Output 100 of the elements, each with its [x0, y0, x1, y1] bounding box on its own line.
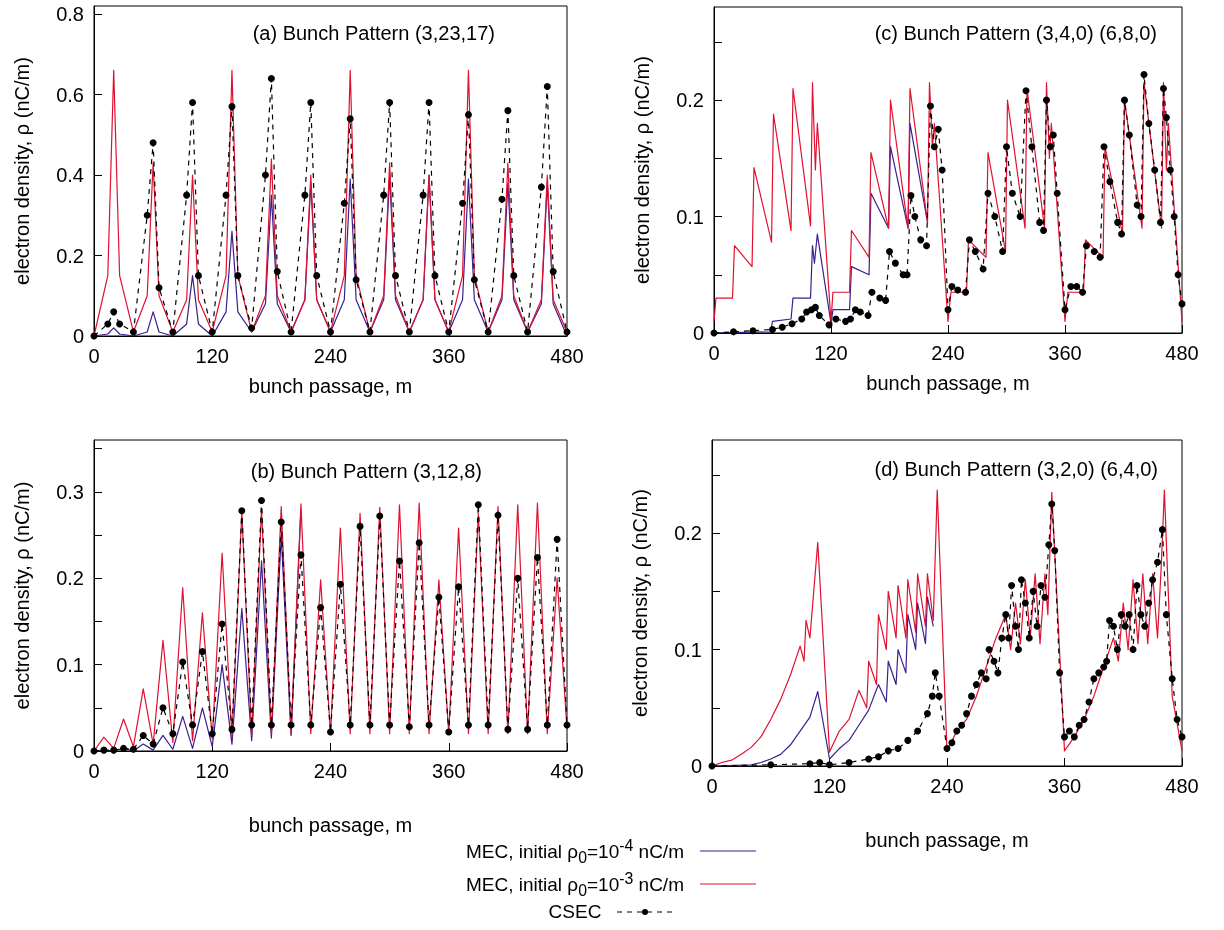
x-tick-label: 480	[550, 345, 584, 367]
point	[514, 574, 522, 582]
point	[189, 721, 197, 729]
point	[267, 721, 275, 729]
point	[405, 328, 413, 336]
point	[317, 604, 325, 612]
point	[386, 721, 394, 729]
point	[234, 272, 242, 280]
x-tick-label: 0	[88, 345, 100, 367]
point	[459, 199, 467, 207]
point	[537, 183, 545, 191]
y-tick-label: 0	[72, 325, 84, 347]
x-tick-label: 240	[930, 775, 964, 797]
point	[313, 272, 321, 280]
point	[143, 211, 151, 219]
point	[198, 648, 206, 656]
x-tick-label: 120	[195, 760, 229, 782]
point	[392, 272, 400, 280]
point	[258, 496, 266, 504]
point	[346, 721, 354, 729]
point	[464, 721, 472, 729]
point	[470, 276, 478, 284]
x-tick-label: 120	[814, 342, 848, 364]
point	[104, 320, 112, 328]
y-axis-title: electron density, ρ (nC/m)	[11, 481, 33, 710]
point	[228, 725, 236, 733]
point	[110, 746, 118, 754]
point	[445, 328, 453, 336]
y-tick-label: 0.2	[674, 522, 702, 545]
point	[435, 593, 443, 601]
point	[336, 580, 344, 588]
point	[110, 308, 118, 316]
y-tick-label: 0.8	[56, 3, 84, 26]
point	[386, 99, 394, 107]
point	[129, 745, 137, 753]
point	[248, 721, 256, 729]
legend-label: MEC, initial ρ$_{0}$=10$^{-3}$ nC/m	[466, 868, 684, 901]
point	[238, 507, 246, 515]
x-axis-title: bunch passage, m	[248, 814, 413, 836]
y-tick-label: 0.2	[56, 244, 84, 267]
x-tick-label: 360	[432, 345, 466, 367]
point	[376, 512, 384, 520]
y-tick-label: 0.1	[56, 653, 84, 676]
point	[179, 658, 187, 666]
point	[301, 191, 309, 199]
x-tick-label: 360	[1047, 775, 1082, 797]
point	[455, 583, 463, 591]
x-tick-label: 240	[313, 760, 348, 782]
point	[549, 268, 557, 276]
x-tick-label: 0	[706, 775, 718, 797]
point	[208, 328, 216, 336]
point	[155, 284, 163, 292]
point	[474, 501, 482, 509]
point	[183, 191, 191, 199]
y-tick-label: 0.4	[56, 164, 84, 187]
point	[504, 725, 512, 733]
point	[533, 553, 541, 561]
point	[504, 107, 512, 115]
y-tick-label: 0.6	[56, 83, 84, 106]
legend-label: MEC, initial ρ$_{0}$=10$^{-4}$ nC/m	[466, 835, 684, 868]
point	[553, 535, 561, 543]
y-tick-label: 0.1	[674, 638, 702, 661]
point	[415, 539, 423, 547]
text: (c) Bunch Pattern (3,4,0) (6,8,0)	[874, 22, 1157, 44]
point	[248, 324, 256, 332]
x-tick-label: 240	[313, 345, 348, 367]
point	[139, 731, 147, 739]
x-tick-label: 360	[432, 760, 466, 782]
point	[116, 320, 124, 328]
y-tick-label: 0.3	[56, 480, 84, 503]
point	[405, 723, 413, 731]
point	[484, 721, 492, 729]
text: (d) Bunch Pattern (3,2,0) (6,4,0)	[874, 458, 1158, 480]
x-tick-label: 480	[1165, 342, 1199, 364]
point	[149, 139, 157, 147]
y-axis-title: electron density, ρ (nC/m)	[629, 489, 651, 717]
point	[149, 740, 157, 748]
point	[510, 272, 518, 280]
point	[261, 171, 269, 179]
point	[120, 744, 128, 752]
point	[524, 328, 532, 336]
point	[524, 725, 532, 733]
point	[267, 74, 275, 82]
x-tick-label: 120	[195, 345, 229, 367]
y-tick-label: 0.2	[56, 567, 84, 590]
point	[543, 721, 551, 729]
y-axis-title: electron density, ρ (nC/m)	[11, 57, 33, 285]
point	[159, 704, 167, 712]
y-tick-label: 0.2	[676, 89, 704, 112]
x-tick-label: 0	[708, 342, 720, 364]
x-tick-label: 120	[812, 775, 847, 797]
point	[464, 111, 472, 119]
point	[419, 191, 427, 199]
y-axis-title: electron density, ρ (nC/m)	[631, 56, 653, 284]
point	[277, 518, 285, 526]
point	[543, 82, 551, 90]
point	[356, 522, 364, 530]
point	[307, 99, 315, 107]
point	[169, 328, 177, 336]
x-tick-label: 240	[931, 342, 965, 364]
